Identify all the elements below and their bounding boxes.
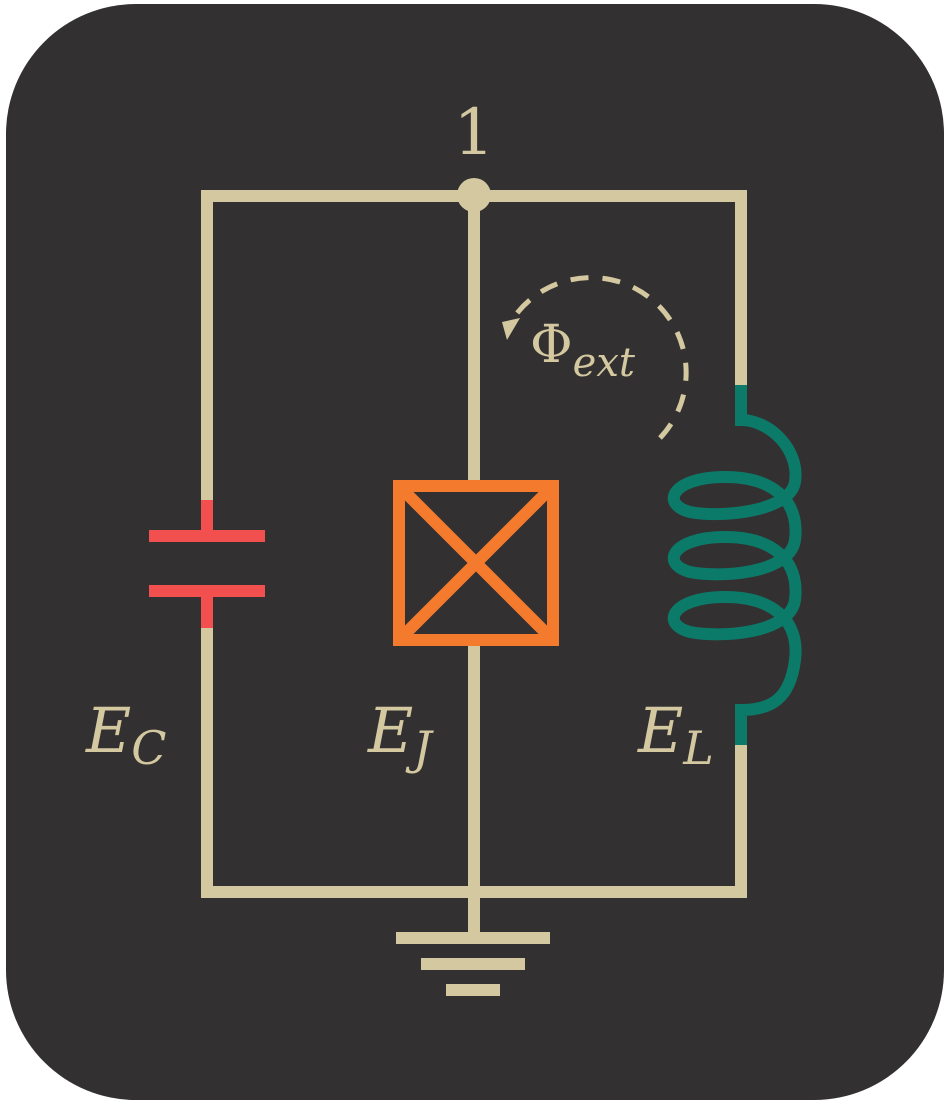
capacitor-label-symbol: E <box>85 694 131 767</box>
flux-arrow-icon <box>502 318 520 340</box>
capacitor-label-subscript: C <box>131 721 166 775</box>
node-label: 1 <box>454 96 495 170</box>
josephson-junction <box>393 480 559 646</box>
flux-label: Φext <box>530 315 636 386</box>
flux-subscript: ext <box>573 340 636 386</box>
capacitor <box>149 500 265 628</box>
flux-symbol: Φ <box>530 315 573 375</box>
capacitor-label: EC <box>85 694 166 775</box>
ground-symbol <box>396 932 550 996</box>
inductor-label-symbol: E <box>637 694 683 767</box>
junction-label: EJ <box>367 694 434 775</box>
node-dot <box>457 178 491 212</box>
flux-loop <box>502 275 689 440</box>
inductor-label: EL <box>637 694 714 775</box>
inductor-label-subscript: L <box>682 721 714 775</box>
inductor <box>667 385 802 745</box>
junction-label-symbol: E <box>367 694 413 767</box>
bottom-wire <box>201 739 747 898</box>
